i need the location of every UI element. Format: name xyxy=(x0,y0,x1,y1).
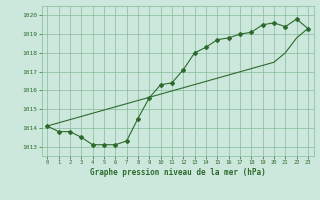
X-axis label: Graphe pression niveau de la mer (hPa): Graphe pression niveau de la mer (hPa) xyxy=(90,168,266,177)
